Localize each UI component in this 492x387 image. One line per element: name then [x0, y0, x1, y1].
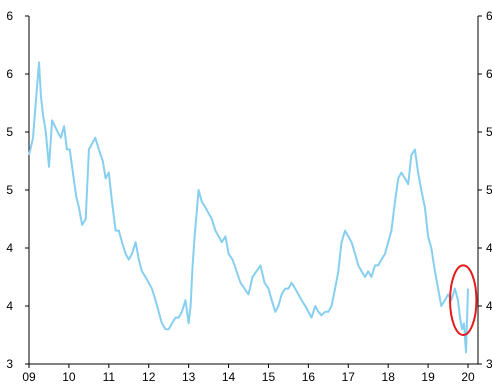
- x-tick-label: 15: [262, 370, 276, 384]
- x-tick-label: 18: [382, 370, 396, 384]
- series-line: [28, 61, 469, 354]
- x-tick-label: 11: [103, 370, 116, 384]
- series-layer: [28, 61, 469, 354]
- right-y-tick-label: 3: [486, 357, 492, 371]
- x-tick-label: 10: [62, 370, 76, 384]
- left-y-tick-label: 3: [6, 357, 13, 371]
- right-y-tick-label: 5: [486, 125, 492, 139]
- plot-area: [28, 16, 479, 365]
- left-y-tick-label: 5: [6, 125, 13, 139]
- right-y-tick-label: 5: [486, 183, 492, 197]
- left-y-tick-label: 6: [6, 9, 13, 23]
- right-y-tick-label: 6: [486, 9, 492, 23]
- annotation-layer: [449, 264, 478, 337]
- x-tick-label: 14: [222, 370, 236, 384]
- x-tick-label: 20: [461, 370, 475, 384]
- highlight-ellipse: [449, 264, 478, 337]
- right-y-tick-label: 4: [486, 299, 492, 313]
- x-tick-label: 09: [22, 370, 36, 384]
- x-tick-label: 16: [302, 370, 316, 384]
- right-y-ticks: 3 4 4 5 5 6 6: [478, 9, 492, 371]
- left-y-tick-label: 5: [6, 183, 13, 197]
- left-y-tick-label: 4: [6, 299, 13, 313]
- right-y-tick-label: 6: [486, 67, 492, 81]
- x-tick-label: 13: [182, 370, 196, 384]
- x-ticks: 09 10 11 12 13 14 15 16 17 18 19 20: [22, 364, 475, 384]
- x-tick-label: 19: [421, 370, 435, 384]
- left-y-tick-label: 6: [6, 67, 13, 81]
- x-tick-label: 12: [142, 370, 156, 384]
- x-tick-label: 17: [342, 370, 356, 384]
- left-y-ticks: 3 4 4 5 5 6 6: [6, 9, 29, 371]
- left-y-tick-label: 4: [6, 241, 13, 255]
- right-y-tick-label: 4: [486, 241, 492, 255]
